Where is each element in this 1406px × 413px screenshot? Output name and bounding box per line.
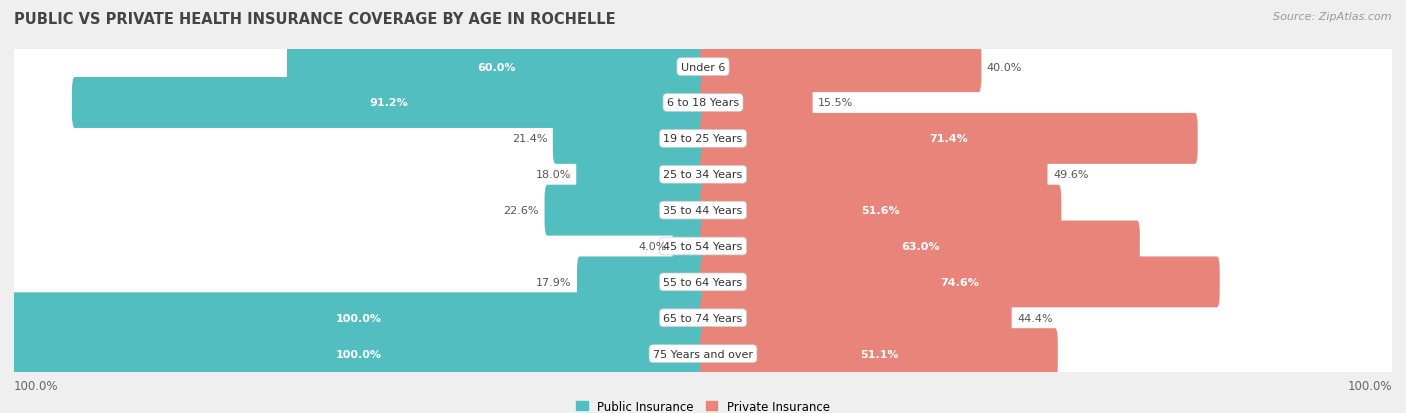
Text: 100.0%: 100.0% <box>1347 379 1392 392</box>
Text: 45 to 54 Years: 45 to 54 Years <box>664 242 742 252</box>
Text: 40.0%: 40.0% <box>987 62 1022 72</box>
FancyBboxPatch shape <box>13 131 1393 219</box>
FancyBboxPatch shape <box>13 274 1393 362</box>
FancyBboxPatch shape <box>287 42 706 93</box>
Text: Under 6: Under 6 <box>681 62 725 72</box>
FancyBboxPatch shape <box>700 257 1219 308</box>
FancyBboxPatch shape <box>11 292 706 344</box>
Text: 18.0%: 18.0% <box>536 170 571 180</box>
Text: 100.0%: 100.0% <box>14 379 59 392</box>
Text: 35 to 44 Years: 35 to 44 Years <box>664 206 742 216</box>
Text: 19 to 25 Years: 19 to 25 Years <box>664 134 742 144</box>
FancyBboxPatch shape <box>11 328 706 379</box>
Text: 17.9%: 17.9% <box>536 277 571 287</box>
FancyBboxPatch shape <box>700 221 1140 272</box>
Legend: Public Insurance, Private Insurance: Public Insurance, Private Insurance <box>571 395 835 413</box>
FancyBboxPatch shape <box>672 221 706 272</box>
FancyBboxPatch shape <box>700 78 813 129</box>
Text: 71.4%: 71.4% <box>929 134 969 144</box>
FancyBboxPatch shape <box>700 150 1047 200</box>
FancyBboxPatch shape <box>13 202 1393 291</box>
Text: 15.5%: 15.5% <box>818 98 853 108</box>
FancyBboxPatch shape <box>544 185 706 236</box>
Text: 6 to 18 Years: 6 to 18 Years <box>666 98 740 108</box>
Text: 75 Years and over: 75 Years and over <box>652 349 754 359</box>
FancyBboxPatch shape <box>13 95 1393 183</box>
Text: Source: ZipAtlas.com: Source: ZipAtlas.com <box>1274 12 1392 22</box>
Text: 55 to 64 Years: 55 to 64 Years <box>664 277 742 287</box>
Text: 63.0%: 63.0% <box>901 242 939 252</box>
Text: 44.4%: 44.4% <box>1017 313 1053 323</box>
Text: 21.4%: 21.4% <box>512 134 547 144</box>
Text: 100.0%: 100.0% <box>336 349 381 359</box>
FancyBboxPatch shape <box>72 78 706 129</box>
Text: 49.6%: 49.6% <box>1053 170 1088 180</box>
FancyBboxPatch shape <box>13 309 1393 398</box>
FancyBboxPatch shape <box>553 114 706 164</box>
Text: 22.6%: 22.6% <box>503 206 538 216</box>
Text: 51.6%: 51.6% <box>862 206 900 216</box>
Text: 100.0%: 100.0% <box>336 313 381 323</box>
FancyBboxPatch shape <box>13 166 1393 255</box>
Text: 25 to 34 Years: 25 to 34 Years <box>664 170 742 180</box>
Text: 91.2%: 91.2% <box>370 98 408 108</box>
FancyBboxPatch shape <box>13 238 1393 327</box>
Text: 60.0%: 60.0% <box>477 62 516 72</box>
FancyBboxPatch shape <box>700 114 1198 164</box>
FancyBboxPatch shape <box>700 328 1057 379</box>
FancyBboxPatch shape <box>13 23 1393 112</box>
Text: 51.1%: 51.1% <box>860 349 898 359</box>
FancyBboxPatch shape <box>700 292 1012 344</box>
FancyBboxPatch shape <box>576 257 706 308</box>
Text: PUBLIC VS PRIVATE HEALTH INSURANCE COVERAGE BY AGE IN ROCHELLE: PUBLIC VS PRIVATE HEALTH INSURANCE COVER… <box>14 12 616 27</box>
Text: 65 to 74 Years: 65 to 74 Years <box>664 313 742 323</box>
Text: 74.6%: 74.6% <box>941 277 980 287</box>
FancyBboxPatch shape <box>700 185 1062 236</box>
Text: 4.0%: 4.0% <box>638 242 668 252</box>
FancyBboxPatch shape <box>576 150 706 200</box>
FancyBboxPatch shape <box>13 59 1393 147</box>
FancyBboxPatch shape <box>700 42 981 93</box>
